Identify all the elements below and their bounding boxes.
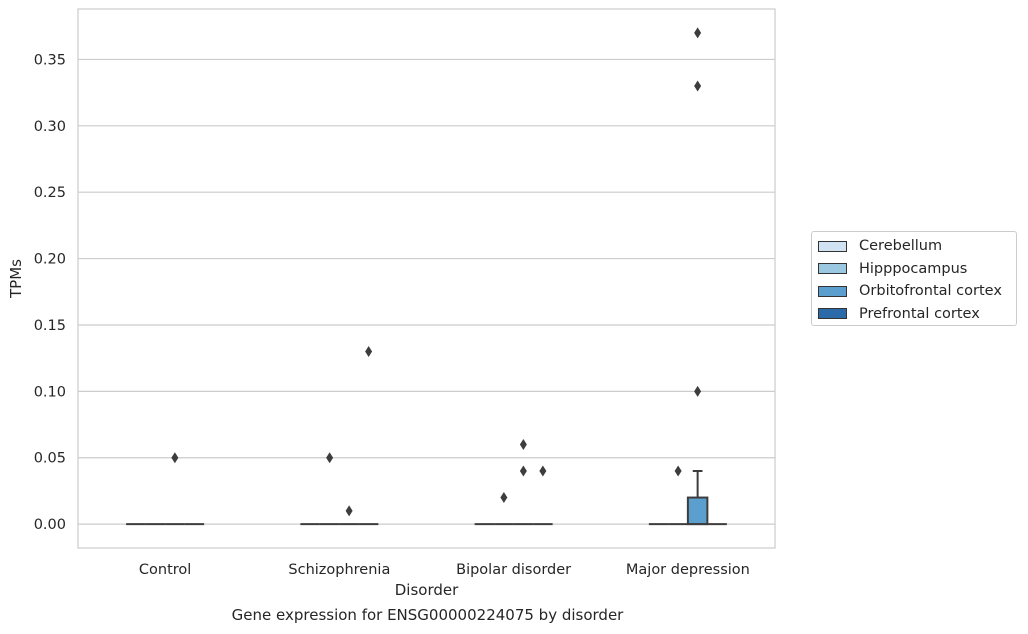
legend-item: Hipppocampus [818,259,967,279]
y-axis-label: TPMs [7,259,25,299]
x-axis-ticks: Control Schizophrenia Bipolar disorder Majo… [139,562,750,578]
y-tick-label: 0.35 [34,52,66,68]
legend-swatch [818,308,847,319]
x-axis-label: Disorder [395,581,459,599]
plot-frame [77,8,776,549]
outlier-point [365,346,373,358]
outlier-point [326,452,334,464]
outlier-point [519,465,527,477]
legend-item: Orbitofrontal cortex [818,281,1002,301]
y-tick-label: 0.00 [34,517,66,533]
legend-label: Cerebellum [859,238,943,254]
x-tick-label: Major depression [626,562,750,578]
y-tick-label: 0.05 [34,451,66,467]
y-axis-ticks: 0.00 0.05 0.10 0.15 0.20 0.25 0.30 0.35 [34,52,66,533]
x-tick-label: Schizophrenia [288,562,390,578]
outlier-point [519,438,527,450]
legend-swatch [818,240,847,252]
outlier-point [539,465,547,477]
outlier-point [345,505,353,517]
legend-swatch [818,263,847,274]
chart-marks [126,27,727,526]
x-tick-label: Bipolar disorder [456,562,571,578]
x-tick-label: Control [139,562,191,578]
legend: Cerebellum Hipppocampus Orbitofrontal cort… [811,231,1017,326]
y-tick-label: 0.25 [34,185,66,201]
y-tick-label: 0.15 [34,318,66,334]
outlier-point [694,80,702,92]
outlier-point [694,27,702,39]
outlier-point [694,385,702,397]
y-tick-label: 0.10 [34,384,66,400]
outlier-point [171,452,179,464]
legend-label: Hipppocampus [859,260,968,277]
box [686,496,709,526]
y-tick-label: 0.30 [34,119,66,135]
plot-area [78,9,775,548]
outlier-point [500,492,508,504]
legend-label: Prefrontal cortex [859,305,980,322]
legend-label: Orbitofrontal cortex [859,283,1002,299]
outlier-point [674,465,682,477]
y-tick-label: 0.20 [34,252,66,268]
legend-item: Prefrontal cortex [818,304,980,324]
legend-swatch [818,285,847,297]
legend-item: Cerebellum [818,236,942,256]
chart-caption: Gene expression for ENSG00000224075 by d… [231,606,624,624]
